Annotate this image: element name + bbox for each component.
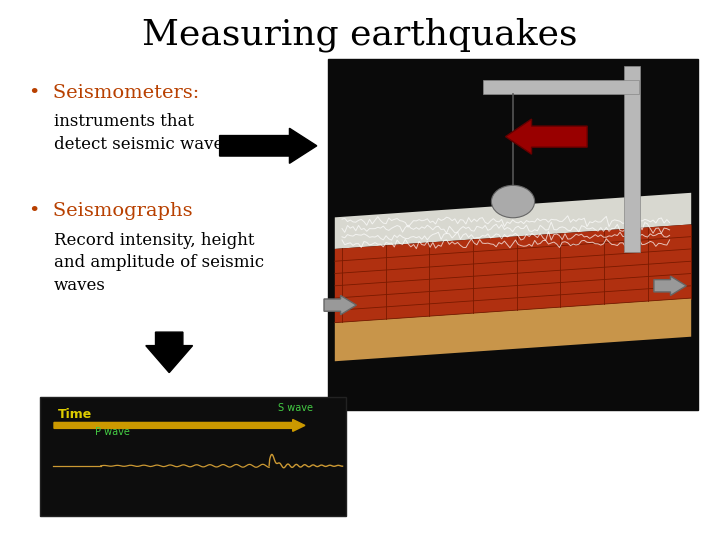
Text: Record intensity, height
and amplitude of seismic
waves: Record intensity, height and amplitude o… (54, 232, 264, 294)
Bar (624, 66, 640, 252)
Bar (483, 80, 639, 94)
Circle shape (491, 185, 534, 218)
Text: instruments that
detect seismic waves: instruments that detect seismic waves (54, 113, 232, 153)
Text: •  Seismometers:: • Seismometers: (29, 84, 199, 102)
Polygon shape (335, 298, 691, 361)
FancyArrow shape (54, 420, 305, 431)
FancyArrow shape (145, 332, 192, 373)
FancyArrow shape (505, 119, 588, 154)
Text: P wave: P wave (95, 427, 130, 437)
FancyArrow shape (324, 295, 356, 315)
FancyArrow shape (654, 276, 686, 295)
Text: •  Seismographs: • Seismographs (29, 202, 192, 220)
Bar (40, 397, 346, 516)
Text: Time: Time (58, 408, 92, 421)
Text: S wave: S wave (279, 403, 313, 413)
FancyArrow shape (220, 128, 317, 163)
Bar (328, 59, 698, 410)
Polygon shape (335, 193, 691, 249)
Polygon shape (335, 225, 691, 322)
Text: Measuring earthquakes: Measuring earthquakes (143, 18, 577, 52)
